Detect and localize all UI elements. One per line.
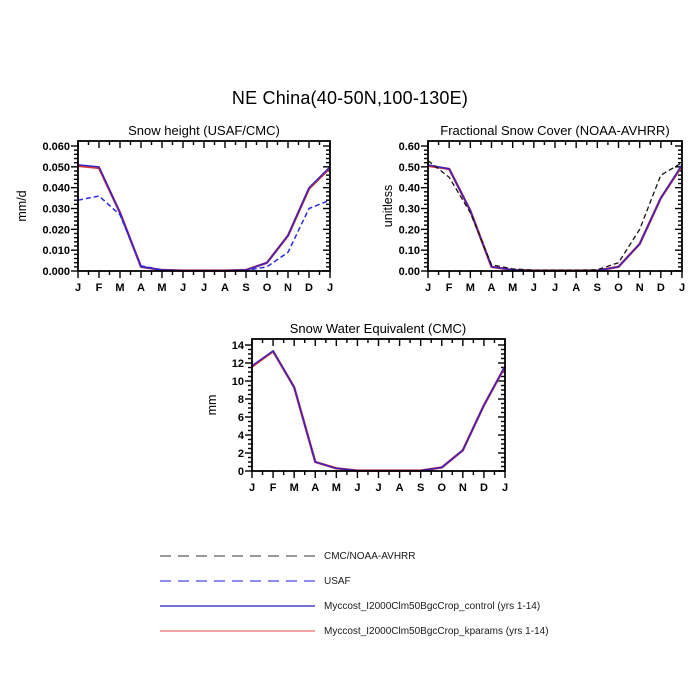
legend-label: Myccost_I2000Clm50BgcCrop_control (yrs 1… xyxy=(324,600,541,612)
series-line xyxy=(77,164,331,272)
plot-frame xyxy=(427,140,683,272)
x-tick-label: O xyxy=(437,482,446,494)
x-tick-label: N xyxy=(636,282,644,294)
y-axis-label: mm/d xyxy=(15,190,29,221)
y-tick-label: 0 xyxy=(238,466,244,478)
x-tick-label: M xyxy=(157,282,166,294)
series-line xyxy=(77,195,331,272)
x-tick-label: J xyxy=(425,282,431,294)
x-tick-label: J xyxy=(201,282,207,294)
y-tick-label: 0.040 xyxy=(42,183,70,195)
x-tick-label: O xyxy=(614,282,623,294)
x-tick-label: D xyxy=(480,482,488,494)
series-line xyxy=(251,350,506,472)
legend-item-cmc-noaa-avhrr: CMC/NOAA-AVHRR xyxy=(160,546,580,566)
legend-line-kparams xyxy=(160,630,315,632)
x-tick-label: A xyxy=(221,282,229,294)
y-tick-label: 0.00 xyxy=(399,266,420,278)
subplot-title: Snow Water Equivalent (CMC) xyxy=(290,321,467,336)
subplot-0: J F M A M J J A S O N D J0.0000.0100.0200.0300.0400.… xyxy=(15,123,333,294)
legend-item-kparams: Myccost_I2000Clm50BgcCrop_kparams (yrs 1… xyxy=(160,621,580,641)
plot-frame xyxy=(77,140,331,272)
x-tick-label: N xyxy=(459,482,467,494)
x-tick-label: J xyxy=(249,482,255,494)
y-tick-label: 4 xyxy=(238,430,245,442)
x-tick-label: F xyxy=(96,282,103,294)
x-tick-label: M xyxy=(115,282,124,294)
x-tick-label: F xyxy=(446,282,453,294)
legend-label: Myccost_I2000Clm50BgcCrop_kparams (yrs 1… xyxy=(324,625,549,637)
figure-title: NE China(40-50N,100-130E) xyxy=(231,88,469,108)
legend-label: USAF xyxy=(324,575,351,587)
y-tick-label: 8 xyxy=(238,394,244,406)
y-tick-label: 6 xyxy=(238,412,244,424)
legend-line-control xyxy=(160,605,315,607)
y-tick-label: 0.10 xyxy=(399,245,420,257)
y-tick-label: 0.050 xyxy=(42,162,70,174)
x-tick-label: J xyxy=(679,282,685,294)
y-tick-label: 0.20 xyxy=(399,224,420,236)
y-tick-label: 0.010 xyxy=(42,245,70,257)
x-tick-label: S xyxy=(242,282,249,294)
subplot-title: Fractional Snow Cover (NOAA-AVHRR) xyxy=(440,123,669,138)
x-tick-label: A xyxy=(137,282,145,294)
x-tick-label: J xyxy=(327,282,333,294)
x-tick-label: A xyxy=(311,482,319,494)
x-tick-label: J xyxy=(75,282,81,294)
series-line xyxy=(77,164,331,272)
x-tick-label: J xyxy=(180,282,186,294)
y-tick-label: 0.020 xyxy=(42,224,70,236)
x-tick-label: A xyxy=(488,282,496,294)
x-tick-label: J xyxy=(531,282,537,294)
y-tick-label: 14 xyxy=(232,340,245,352)
legend-label: CMC/NOAA-AVHRR xyxy=(324,550,416,562)
x-tick-label: J xyxy=(375,482,381,494)
x-tick-label: J xyxy=(354,482,360,494)
x-tick-label: S xyxy=(417,482,424,494)
x-tick-label: M xyxy=(508,282,517,294)
y-tick-label: 0.30 xyxy=(399,204,420,216)
y-tick-label: 10 xyxy=(232,376,244,388)
x-tick-label: N xyxy=(284,282,292,294)
x-tick-label: M xyxy=(466,282,475,294)
y-tick-label: 2 xyxy=(238,448,244,460)
y-tick-label: 0.030 xyxy=(42,204,70,216)
x-tick-label: O xyxy=(263,282,272,294)
series-line xyxy=(251,350,507,472)
series-line xyxy=(427,160,683,271)
x-tick-label: M xyxy=(290,482,299,494)
x-tick-label: M xyxy=(332,482,341,494)
x-tick-label: D xyxy=(657,282,665,294)
y-tick-label: 0.060 xyxy=(42,141,70,153)
y-tick-label: 0.50 xyxy=(399,162,420,174)
x-tick-label: F xyxy=(270,482,277,494)
x-tick-label: D xyxy=(305,282,313,294)
legend-item-usaf: USAF xyxy=(160,571,580,591)
subplot-title: Snow height (USAF/CMC) xyxy=(128,123,280,138)
legend-line-usaf xyxy=(160,580,315,582)
legend-line-cmc-noaa-avhrr xyxy=(160,555,315,557)
subplot-1: J F M A M J J A S O N D J0.000.100.200.300.400.500.6… xyxy=(381,123,685,294)
y-tick-label: 0.60 xyxy=(399,141,420,153)
y-tick-label: 0.000 xyxy=(42,266,70,278)
y-axis-label: mm xyxy=(205,395,219,416)
y-tick-label: 0.40 xyxy=(399,183,420,195)
x-tick-label: S xyxy=(594,282,601,294)
plot-frame xyxy=(251,338,506,472)
y-axis-label: unitless xyxy=(381,185,395,227)
x-tick-label: A xyxy=(572,282,580,294)
x-tick-label: J xyxy=(552,282,558,294)
x-tick-label: A xyxy=(396,482,404,494)
x-tick-label: J xyxy=(502,482,508,494)
y-tick-label: 12 xyxy=(232,358,244,370)
legend-item-control: Myccost_I2000Clm50BgcCrop_control (yrs 1… xyxy=(160,596,580,616)
